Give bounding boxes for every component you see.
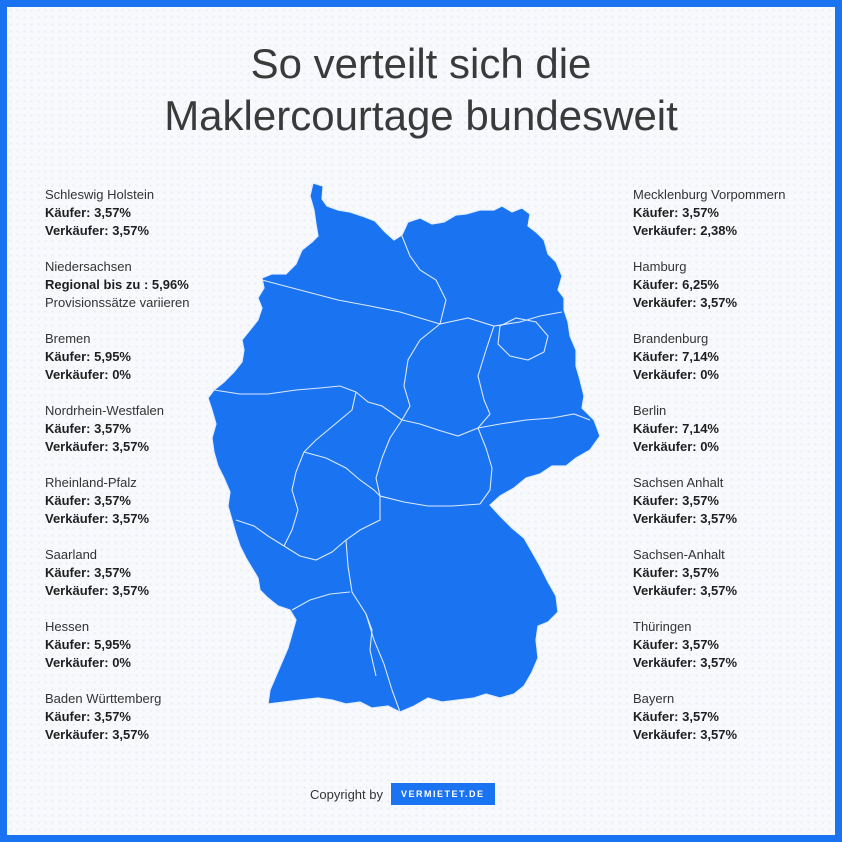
title-line-1: So verteilt sich die — [250, 40, 592, 87]
state-entry-hessen: Hessen Käufer: 5,95% Verkäufer: 0% — [45, 618, 190, 690]
state-entry-rheinland-pfalz: Rheinland-Pfalz Käufer: 3,57% Verkäufer:… — [45, 474, 190, 546]
state-name: Bremen — [45, 331, 91, 346]
buyer-rate: Käufer: 3,57% — [45, 709, 131, 724]
state-entry-bayern: Bayern Käufer: 3,57% Verkäufer: 3,57% — [633, 690, 785, 762]
seller-rate: Verkäufer: 3,57% — [45, 439, 150, 454]
buyer-rate: Käufer: 3,57% — [45, 421, 131, 436]
buyer-rate: Käufer: 7,14% — [633, 349, 719, 364]
state-name: Sachsen-Anhalt — [633, 547, 725, 562]
buyer-rate: Käufer: 5,95% — [45, 637, 131, 652]
state-name: Sachsen Anhalt — [633, 475, 724, 490]
state-entry-sachsen-anhalt-2: Sachsen-Anhalt Käufer: 3,57% Verkäufer: … — [633, 546, 785, 618]
buyer-rate: Käufer: 3,57% — [45, 205, 131, 220]
state-entry-saarland: Saarland Käufer: 3,57% Verkäufer: 3,57% — [45, 546, 190, 618]
seller-rate: Verkäufer: 0% — [45, 655, 131, 670]
state-entry-mecklenburg-vorpommern: Mecklenburg Vorpommern Käufer: 3,57% Ver… — [633, 186, 785, 258]
state-name: Rheinland-Pfalz — [45, 475, 137, 490]
state-entry-schleswig-holstein: Schleswig Holstein Käufer: 3,57% Verkäuf… — [45, 186, 190, 258]
state-entry-hamburg: Hamburg Käufer: 6,25% Verkäufer: 3,57% — [633, 258, 785, 330]
seller-rate: Verkäufer: 3,57% — [45, 727, 150, 742]
seller-rate: Verkäufer: 3,57% — [633, 511, 738, 526]
footer: Copyright by VERMIETET.DE — [310, 783, 495, 805]
seller-rate: Verkäufer: 3,57% — [633, 655, 738, 670]
regional-rate: Regional bis zu : 5,96% — [45, 277, 189, 292]
state-name: Schleswig Holstein — [45, 187, 155, 202]
state-name: Hamburg — [633, 259, 687, 274]
state-entry-nordrhein-westfalen: Nordrhein-Westfalen Käufer: 3,57% Verkäu… — [45, 402, 190, 474]
state-entry-thueringen: Thüringen Käufer: 3,57% Verkäufer: 3,57% — [633, 618, 785, 690]
state-name: Brandenburg — [633, 331, 709, 346]
state-name: Bayern — [633, 691, 675, 706]
state-entry-berlin: Berlin Käufer: 7,14% Verkäufer: 0% — [633, 402, 785, 474]
buyer-rate: Käufer: 7,14% — [633, 421, 719, 436]
buyer-rate: Käufer: 3,57% — [633, 205, 719, 220]
buyer-rate: Käufer: 3,57% — [633, 637, 719, 652]
seller-rate: Verkäufer: 0% — [633, 367, 719, 382]
seller-rate: Verkäufer: 3,57% — [633, 295, 738, 310]
vermietet-logo[interactable]: VERMIETET.DE — [390, 783, 495, 805]
germany-outline — [207, 182, 601, 713]
seller-rate: Verkäufer: 0% — [45, 367, 131, 382]
germany-map-icon — [207, 182, 601, 713]
buyer-rate: Käufer: 3,57% — [45, 565, 131, 580]
seller-rate: Verkäufer: 3,57% — [45, 583, 150, 598]
state-name: Niedersachsen — [45, 259, 132, 274]
seller-rate: Verkäufer: 3,57% — [45, 511, 150, 526]
state-entry-baden-wuerttemberg: Baden Württemberg Käufer: 3,57% Verkäufe… — [45, 690, 190, 762]
buyer-rate: Käufer: 3,57% — [633, 493, 719, 508]
page-title: So verteilt sich die Maklercourtage bund… — [0, 38, 842, 142]
buyer-rate: Käufer: 3,57% — [633, 709, 719, 724]
buyer-rate: Käufer: 3,57% — [633, 565, 719, 580]
state-name: Baden Württemberg — [45, 691, 162, 706]
seller-rate: Verkäufer: 2,38% — [633, 223, 738, 238]
seller-rate: Verkäufer: 3,57% — [633, 583, 738, 598]
state-entry-sachsen-anhalt-1: Sachsen Anhalt Käufer: 3,57% Verkäufer: … — [633, 474, 785, 546]
state-name: Berlin — [633, 403, 667, 418]
state-name: Nordrhein-Westfalen — [45, 403, 164, 418]
copyright-label: Copyright by — [310, 786, 383, 802]
rate-note: Provisionssätze variieren — [45, 295, 190, 310]
state-name: Hessen — [45, 619, 90, 634]
state-name: Thüringen — [633, 619, 692, 634]
state-entry-brandenburg: Brandenburg Käufer: 7,14% Verkäufer: 0% — [633, 330, 785, 402]
state-borders — [213, 235, 591, 713]
seller-rate: Verkäufer: 0% — [633, 439, 719, 454]
right-legend-column: Mecklenburg Vorpommern Käufer: 3,57% Ver… — [633, 186, 785, 762]
state-name: Mecklenburg Vorpommern — [633, 187, 786, 202]
buyer-rate: Käufer: 5,95% — [45, 349, 131, 364]
seller-rate: Verkäufer: 3,57% — [45, 223, 150, 238]
left-legend-column: Schleswig Holstein Käufer: 3,57% Verkäuf… — [45, 186, 190, 762]
buyer-rate: Käufer: 6,25% — [633, 277, 719, 292]
buyer-rate: Käufer: 3,57% — [45, 493, 131, 508]
title-line-2: Maklercourtage bundesweit — [164, 92, 678, 139]
seller-rate: Verkäufer: 3,57% — [633, 727, 738, 742]
state-entry-bremen: Bremen Käufer: 5,95% Verkäufer: 0% — [45, 330, 190, 402]
state-entry-niedersachsen: Niedersachsen Regional bis zu : 5,96% Pr… — [45, 258, 190, 330]
state-name: Saarland — [45, 547, 98, 562]
